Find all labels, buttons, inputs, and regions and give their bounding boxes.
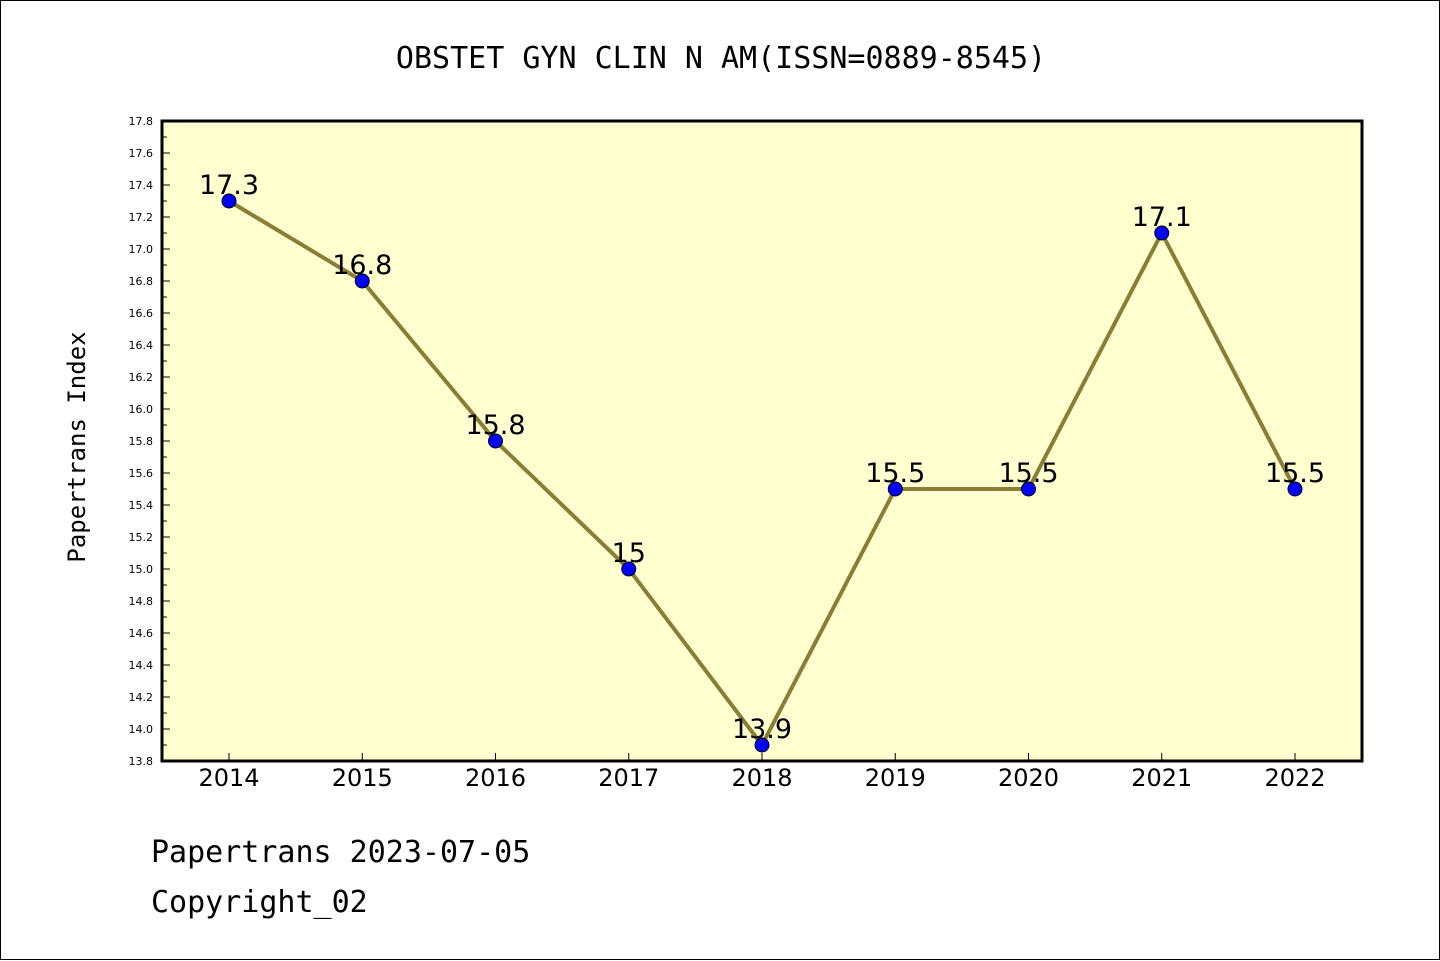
data-label: 13.9 (732, 714, 792, 745)
y-tick-label: 13.8 (129, 755, 154, 768)
y-tick-label: 17.0 (129, 243, 154, 256)
y-tick-label: 14.0 (129, 723, 154, 736)
y-tick-label: 17.8 (129, 115, 154, 128)
footer-date: Papertrans 2023-07-05 (151, 835, 531, 870)
y-tick-label: 16.6 (129, 307, 154, 320)
y-tick-label: 17.2 (129, 211, 154, 224)
data-point (1287, 481, 1303, 497)
data-label: 15 (612, 538, 646, 569)
data-label: 15.5 (1265, 458, 1325, 489)
x-tick-label: 2022 (1264, 764, 1325, 792)
data-point (221, 193, 237, 209)
data-point (621, 561, 637, 577)
data-point (754, 737, 770, 753)
data-label: 17.1 (1132, 202, 1192, 233)
plot-border (160, 119, 1364, 763)
data-points (221, 193, 1303, 753)
data-label: 15.5 (998, 458, 1058, 489)
data-point (488, 433, 503, 449)
footer-copyright: Copyright_02 (151, 885, 368, 920)
data-label: 15.5 (865, 458, 925, 489)
y-tick-label: 15.8 (129, 435, 154, 448)
y-axis-label: Papertrans Index (63, 331, 91, 562)
x-axis: 2014 2015 2016 2017 2018 2019 2020 2021 2022 (198, 753, 1326, 792)
y-tick-label: 16.8 (129, 275, 154, 288)
y-axis: 13.8 14.0 14.2 14.4 14.6 14.8 15.0 15.2 15.4 15.6… (129, 115, 170, 768)
x-tick-label: 2017 (598, 764, 659, 792)
y-tick-label: 15.6 (129, 467, 154, 480)
x-tick-label: 2021 (1131, 764, 1192, 792)
y-tick-label: 15.0 (129, 563, 154, 576)
y-tick-label: 16.4 (129, 339, 154, 352)
y-tick-label: 14.6 (129, 627, 154, 640)
data-labels: 17.3 16.8 15.8 15 13.9 15.5 15.5 17.1 15.5 (199, 170, 1325, 745)
data-label: 17.3 (199, 170, 259, 201)
data-label: 15.8 (465, 410, 525, 441)
y-tick-label: 16.2 (129, 371, 154, 384)
data-point (354, 273, 370, 289)
data-point (1021, 481, 1036, 497)
x-tick-label: 2019 (865, 764, 926, 792)
x-tick-label: 2020 (998, 764, 1059, 792)
y-tick-label: 14.8 (129, 595, 154, 608)
data-point (1154, 225, 1170, 241)
y-tick-label: 17.4 (129, 179, 154, 192)
chart-title: OBSTET GYN CLIN N AM(ISSN=0889-8545) (396, 41, 1046, 76)
data-label: 16.8 (332, 250, 392, 281)
y-tick-label: 14.4 (129, 659, 154, 672)
y-tick-label: 15.4 (129, 499, 154, 512)
x-tick-label: 2018 (731, 764, 792, 792)
x-tick-label: 2015 (332, 764, 393, 792)
y-tick-label: 14.2 (129, 691, 154, 704)
y-tick-label: 15.2 (129, 531, 154, 544)
data-point (887, 481, 903, 497)
x-tick-label: 2016 (465, 764, 526, 792)
y-tick-label: 17.6 (129, 147, 154, 160)
x-tick-label: 2014 (198, 764, 259, 792)
y-tick-label: 16.0 (129, 403, 154, 416)
